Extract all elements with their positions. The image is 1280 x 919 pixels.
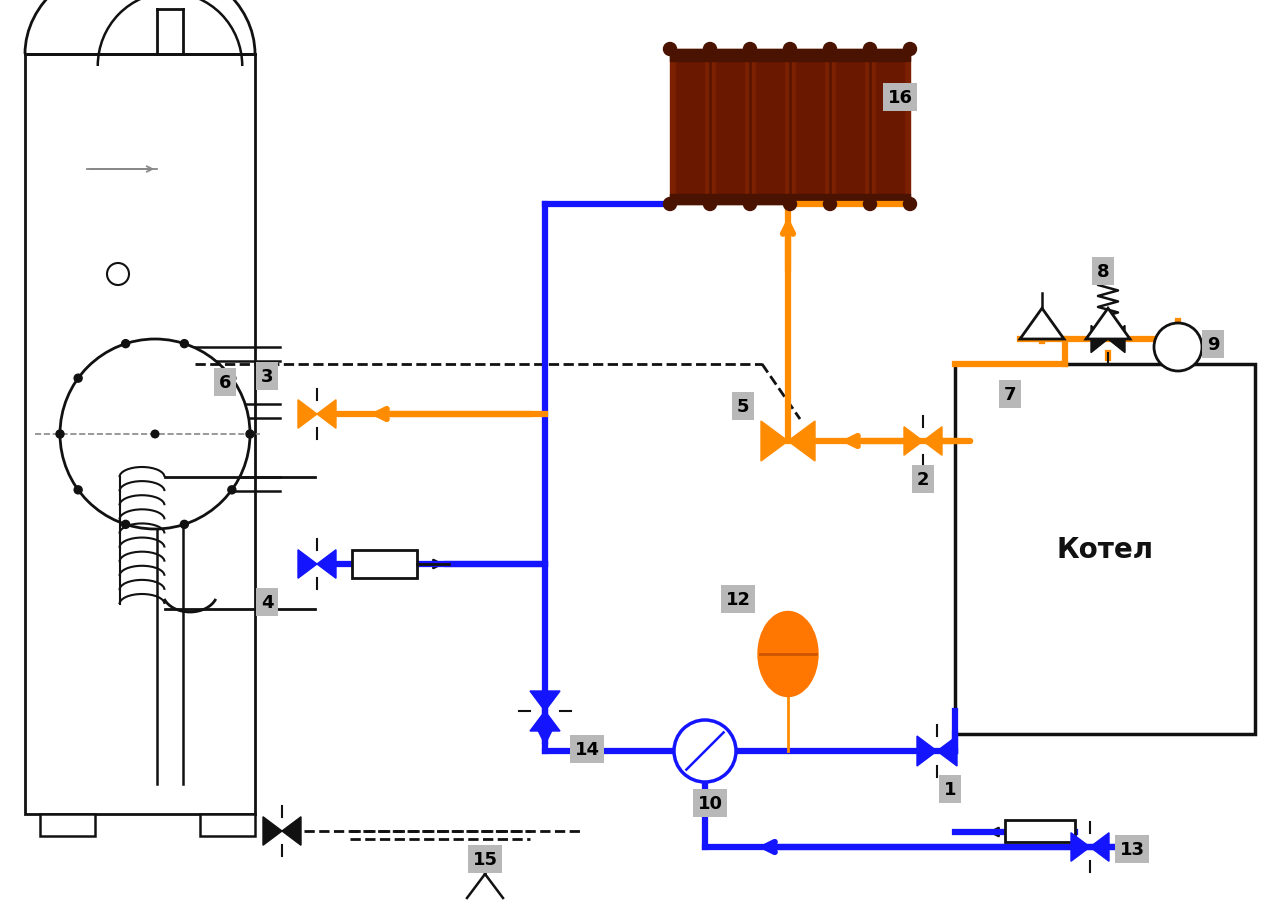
Polygon shape — [916, 736, 937, 766]
Polygon shape — [904, 427, 923, 456]
Bar — [955, 365, 1254, 734]
Polygon shape — [282, 817, 301, 845]
Bar — [876, 55, 904, 199]
Circle shape — [864, 199, 877, 211]
Text: 13: 13 — [1120, 840, 1144, 858]
Circle shape — [783, 199, 796, 211]
Bar — [1005, 820, 1075, 842]
Circle shape — [180, 521, 188, 528]
Polygon shape — [298, 550, 317, 579]
Ellipse shape — [758, 612, 818, 697]
Text: 5: 5 — [737, 398, 749, 415]
Circle shape — [823, 43, 837, 56]
Circle shape — [60, 340, 250, 529]
Polygon shape — [937, 736, 957, 766]
Circle shape — [864, 43, 877, 56]
Polygon shape — [298, 401, 317, 429]
Polygon shape — [530, 711, 561, 732]
Circle shape — [228, 375, 236, 382]
Polygon shape — [923, 427, 942, 456]
Circle shape — [783, 43, 796, 56]
Bar — [836, 55, 864, 199]
Text: Котел: Котел — [1056, 536, 1153, 563]
Circle shape — [1155, 323, 1202, 371]
Bar — [756, 55, 785, 199]
Circle shape — [904, 199, 916, 211]
Text: 14: 14 — [575, 740, 599, 758]
Circle shape — [122, 521, 129, 528]
Text: 15: 15 — [472, 850, 498, 868]
Bar — [200, 814, 255, 836]
Circle shape — [74, 375, 82, 382]
Text: 7: 7 — [1004, 386, 1016, 403]
Bar — [26, 55, 255, 814]
Circle shape — [74, 486, 82, 494]
Circle shape — [744, 43, 756, 56]
Circle shape — [663, 43, 677, 56]
Circle shape — [904, 43, 916, 56]
Text: 12: 12 — [726, 590, 750, 608]
Bar — [669, 50, 910, 62]
Polygon shape — [530, 691, 561, 711]
Polygon shape — [1085, 309, 1130, 340]
Circle shape — [704, 43, 717, 56]
Text: 9: 9 — [1207, 335, 1220, 354]
Bar — [716, 55, 744, 199]
Bar — [796, 55, 824, 199]
Polygon shape — [1108, 326, 1125, 353]
Text: 2: 2 — [916, 471, 929, 489]
Circle shape — [56, 430, 64, 438]
Bar — [669, 50, 910, 205]
Bar — [669, 195, 910, 205]
Text: 3: 3 — [261, 368, 273, 386]
Circle shape — [180, 340, 188, 348]
Text: 10: 10 — [698, 794, 722, 812]
Circle shape — [663, 199, 677, 211]
Circle shape — [151, 430, 160, 439]
Circle shape — [108, 264, 129, 286]
Text: 8: 8 — [1097, 263, 1110, 280]
Polygon shape — [317, 401, 337, 429]
Bar — [352, 550, 417, 578]
Circle shape — [675, 720, 736, 782]
Circle shape — [122, 340, 129, 348]
Circle shape — [744, 199, 756, 211]
Polygon shape — [788, 422, 815, 461]
Text: 4: 4 — [261, 594, 273, 611]
Circle shape — [228, 486, 236, 494]
Text: 1: 1 — [943, 780, 956, 798]
Polygon shape — [1091, 833, 1108, 861]
Bar — [40, 814, 95, 836]
Polygon shape — [1020, 309, 1064, 340]
Circle shape — [823, 199, 837, 211]
Polygon shape — [1071, 833, 1091, 861]
Circle shape — [704, 199, 717, 211]
Text: 16: 16 — [887, 89, 913, 107]
Bar — [676, 55, 704, 199]
Polygon shape — [317, 550, 337, 579]
Circle shape — [246, 430, 253, 438]
Polygon shape — [262, 817, 282, 845]
Text: 6: 6 — [219, 374, 232, 391]
Polygon shape — [762, 422, 788, 461]
Polygon shape — [1091, 326, 1108, 353]
